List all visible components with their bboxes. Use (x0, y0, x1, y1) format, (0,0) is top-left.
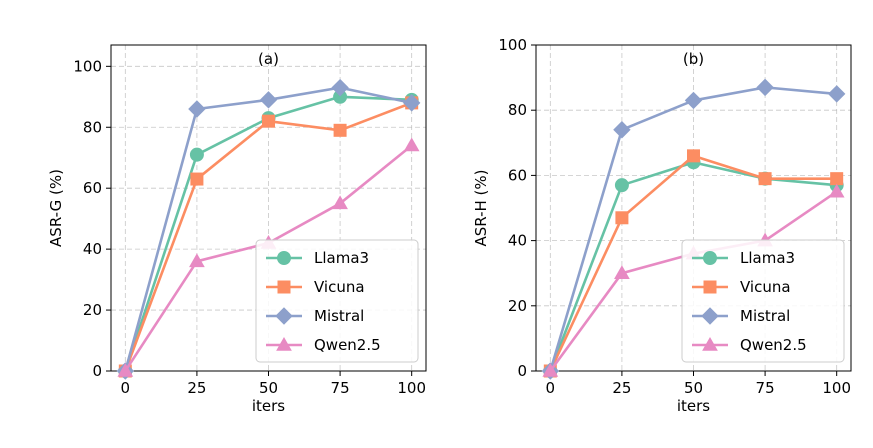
data-point (756, 78, 774, 97)
chart-panel-b: 0 25 50 75 100 0 20 40 60 80 100 iters ASR-H (%) (b) L… (472, 36, 852, 415)
x-tick-label: 0 (121, 379, 131, 397)
data-point (190, 172, 204, 186)
data-point (614, 265, 630, 279)
legend-marker (703, 280, 717, 294)
y-tick-label: 80 (83, 118, 102, 136)
legend: Llama3 Vicuna Mistral Qwen2.5 (681, 239, 845, 363)
chart-panel-a: 0 25 50 75 100 0 20 40 60 80 100 iters ASR-G (%) (a) L… (47, 44, 427, 415)
legend-entry: Vicuna (692, 278, 791, 296)
legend-label: Vicuna (740, 278, 791, 296)
data-point (189, 147, 204, 162)
y-tick-label: 100 (498, 36, 527, 54)
legend: Llama3 Vicuna Mistral Qwen2.5 (255, 239, 419, 363)
legend-marker (277, 251, 291, 265)
legend-entry: Mistral (266, 307, 364, 325)
legend-marker (277, 280, 291, 294)
y-tick-label: 40 (83, 240, 102, 258)
data-point (758, 172, 772, 186)
x-tick-label: 100 (397, 379, 426, 397)
data-point (117, 362, 134, 377)
data-point (189, 253, 205, 268)
legend-entry: Mistral (692, 307, 790, 325)
y-axis-label: ASR-H (%) (472, 169, 490, 246)
y-tick-label: 60 (508, 166, 527, 184)
legend-label: Llama3 (314, 249, 369, 267)
x-axis-label: iters (252, 397, 285, 415)
x-tick-label: 50 (259, 379, 278, 397)
y-tick-label: 20 (508, 297, 527, 315)
y-tick-label: 20 (83, 301, 102, 319)
x-tick-label: 75 (331, 379, 350, 397)
data-point (188, 100, 206, 118)
legend-label: Llama3 (740, 249, 795, 267)
y-tick-label: 40 (508, 232, 527, 250)
x-tick-label: 0 (546, 379, 556, 397)
x-tick-label: 25 (187, 379, 206, 397)
x-tick-label: 100 (822, 379, 851, 397)
legend-entry: Qwen2.5 (692, 336, 807, 354)
y-tick-label: 60 (83, 179, 102, 197)
panel-title: (b) (683, 50, 704, 68)
data-point (331, 78, 349, 97)
legend-marker (703, 251, 717, 265)
legend-marker (276, 336, 292, 351)
legend-box (255, 239, 419, 363)
y-tick-label: 80 (508, 101, 527, 119)
legend-entry: Llama3 (266, 249, 369, 267)
legend-entry: Llama3 (692, 249, 795, 267)
legend-box (681, 239, 845, 363)
data-point (333, 123, 347, 137)
x-tick-label: 25 (612, 379, 631, 397)
data-point (332, 195, 348, 210)
legend-marker (275, 307, 293, 325)
x-tick-label: 50 (684, 379, 703, 397)
data-point (687, 149, 700, 163)
data-point (403, 137, 420, 152)
legend-label: Qwen2.5 (314, 336, 381, 354)
y-tick-label: 0 (92, 362, 102, 380)
y-tick-label: 100 (73, 57, 102, 75)
legend-entry: Qwen2.5 (266, 336, 381, 354)
data-point (262, 114, 275, 128)
legend-marker (702, 336, 718, 351)
data-point (542, 362, 559, 377)
y-tick-label: 0 (517, 362, 527, 380)
legend-label: Mistral (740, 307, 790, 325)
panel-title: (a) (258, 50, 279, 68)
legend-label: Vicuna (314, 278, 365, 296)
legend-label: Qwen2.5 (740, 336, 807, 354)
data-point (827, 85, 846, 103)
data-point (613, 121, 631, 139)
data-point (402, 94, 421, 112)
data-point (259, 91, 278, 109)
data-point (830, 172, 844, 186)
legend-entry: Vicuna (266, 278, 365, 296)
data-point (614, 178, 629, 193)
x-tick-label: 75 (756, 379, 775, 397)
data-point (615, 211, 629, 225)
legend-label: Mistral (314, 307, 364, 325)
x-axis-label: iters (677, 397, 710, 415)
data-point (828, 183, 845, 198)
y-axis-label: ASR-G (%) (47, 169, 65, 247)
data-point (684, 91, 703, 110)
legend-marker (701, 307, 719, 325)
